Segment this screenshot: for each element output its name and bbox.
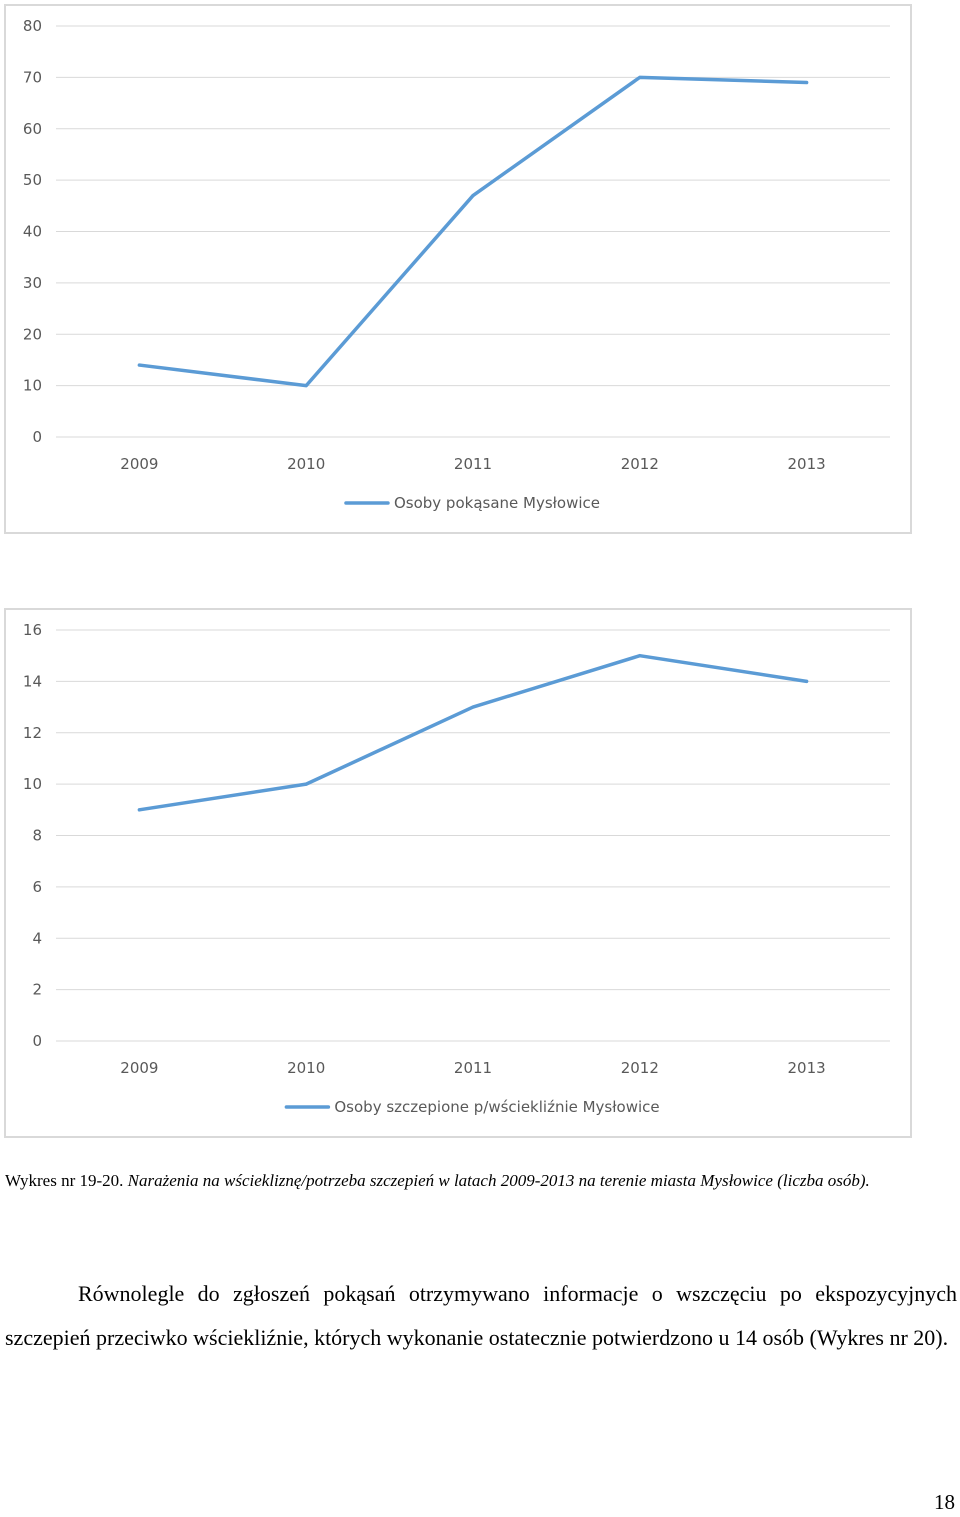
x-tick-label: 2011 [454, 1059, 492, 1077]
chart-vaccinated-people: 0 2 4 6 8 10 12 14 16 2009 2010 2011 2012 2013 Osoby s… [4, 608, 912, 1138]
y-tick-label: 80 [23, 17, 42, 35]
page-number: 18 [934, 1490, 955, 1514]
data-point-2009 [137, 363, 141, 367]
y-tick-label: 0 [32, 428, 42, 446]
x-tick-label: 2011 [454, 455, 492, 473]
x-tick-label: 2013 [788, 455, 826, 473]
data-point-2010 [304, 384, 308, 388]
data-point-2009 [137, 808, 141, 812]
y-tick-label: 8 [32, 827, 42, 845]
data-point-2013 [805, 679, 809, 683]
y-tick-label: 14 [23, 672, 42, 690]
x-tick-label: 2012 [621, 1059, 659, 1077]
caption-title: Narażenia na wściekliznę/potrzeba szczep… [127, 1171, 870, 1190]
x-tick-label: 2009 [120, 455, 158, 473]
y-tick-label: 4 [32, 929, 42, 947]
legend-label: Osoby szczepione p/wściekliźnie Mysłowic… [334, 1098, 659, 1116]
caption-prefix: Wykres nr 19-20. [5, 1171, 124, 1190]
y-tick-label: 70 [23, 68, 42, 86]
data-point-2013 [805, 81, 809, 85]
y-tick-label: 16 [23, 621, 42, 639]
data-point-2012 [638, 654, 642, 658]
y-tick-label: 60 [23, 120, 42, 138]
chart-vaccinated-people-svg: 0 2 4 6 8 10 12 14 16 2009 2010 2011 2012 2013 Osoby s… [23, 621, 890, 1116]
x-tick-label: 2012 [621, 455, 659, 473]
y-tick-label: 2 [32, 981, 42, 999]
y-tick-label: 0 [32, 1032, 42, 1050]
body-paragraph: Równolegle do zgłoszeń pokąsań otrzymywa… [5, 1281, 957, 1350]
x-tick-label: 2013 [788, 1059, 826, 1077]
y-tick-label: 50 [23, 171, 42, 189]
data-point-2011 [471, 705, 475, 709]
x-tick-label: 2010 [287, 455, 325, 473]
figure-caption: Wykres nr 19-20. Narażenia na wścieklizn… [5, 1163, 945, 1199]
y-tick-label: 20 [23, 325, 42, 343]
x-tick-label: 2009 [120, 1059, 158, 1077]
data-point-2010 [304, 782, 308, 786]
y-tick-label: 10 [23, 775, 42, 793]
data-point-2012 [638, 75, 642, 79]
y-tick-label: 10 [23, 377, 42, 395]
y-tick-label: 40 [23, 223, 42, 241]
x-tick-label: 2010 [287, 1059, 325, 1077]
data-point-2011 [471, 194, 475, 198]
chart-bitten-people: 0 10 20 30 40 50 60 70 80 2009 2010 2011 2012 2013 Oso… [4, 4, 912, 534]
y-tick-label: 6 [32, 878, 42, 896]
y-tick-label: 12 [23, 724, 42, 742]
y-tick-label: 30 [23, 274, 42, 292]
legend-label: Osoby pokąsane Mysłowice [394, 494, 600, 512]
chart-bitten-people-svg: 0 10 20 30 40 50 60 70 80 2009 2010 2011 2012 2013 Oso… [23, 17, 890, 512]
